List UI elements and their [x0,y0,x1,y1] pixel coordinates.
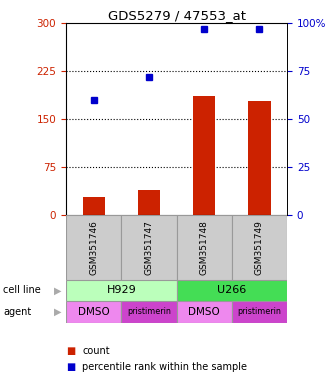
Bar [193,96,215,215]
Bar [66,215,121,280]
Bar [121,301,177,323]
Text: DMSO: DMSO [78,307,110,317]
Bar [177,215,232,280]
Text: count: count [82,346,110,356]
Text: H929: H929 [106,285,136,295]
Text: GSM351749: GSM351749 [255,220,264,275]
Text: DMSO: DMSO [188,307,220,317]
Text: cell line: cell line [3,285,41,295]
Bar [248,101,271,215]
Text: ▶: ▶ [54,307,62,317]
Text: ■: ■ [66,362,75,372]
Text: GSM351746: GSM351746 [89,220,98,275]
Text: ■: ■ [66,346,75,356]
Text: ▶: ▶ [54,285,62,295]
Text: GSM351747: GSM351747 [145,220,153,275]
Bar [232,301,287,323]
Bar [66,301,121,323]
Text: percentile rank within the sample: percentile rank within the sample [82,362,248,372]
Bar [177,301,232,323]
Text: pristimerin: pristimerin [238,307,281,316]
Bar [138,190,160,215]
Title: GDS5279 / 47553_at: GDS5279 / 47553_at [108,9,246,22]
Bar [66,280,177,301]
Text: agent: agent [3,307,32,317]
Text: pristimerin: pristimerin [127,307,171,316]
Bar [121,215,177,280]
Text: GSM351748: GSM351748 [200,220,209,275]
Bar [232,215,287,280]
Text: U266: U266 [217,285,247,295]
Bar [82,197,105,215]
Bar [177,280,287,301]
